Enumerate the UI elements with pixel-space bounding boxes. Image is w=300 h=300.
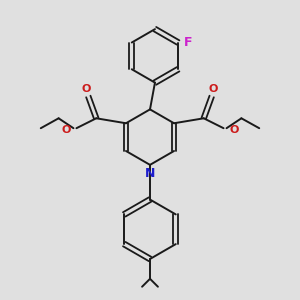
Text: N: N xyxy=(145,167,155,180)
Text: O: O xyxy=(209,83,218,94)
Text: O: O xyxy=(230,125,239,135)
Text: F: F xyxy=(184,36,193,49)
Text: O: O xyxy=(61,125,70,135)
Text: O: O xyxy=(82,83,91,94)
